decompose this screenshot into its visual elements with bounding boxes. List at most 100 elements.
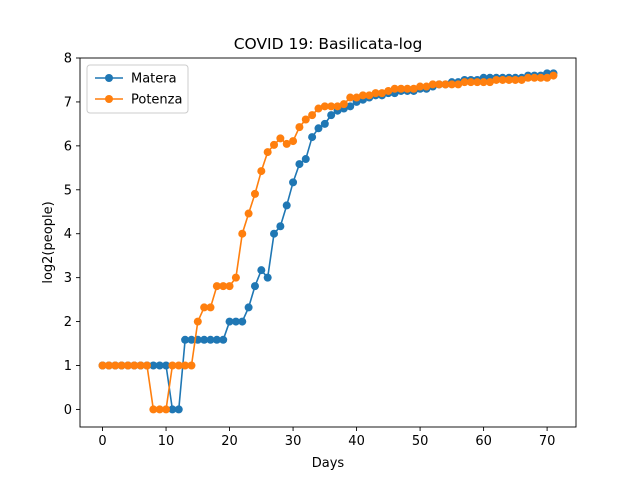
data-point-potenza xyxy=(505,75,513,84)
data-point-potenza xyxy=(346,93,355,102)
y-axis-label: log2(people) xyxy=(41,201,56,283)
x-axis-label: Days xyxy=(312,456,345,471)
data-point-potenza xyxy=(257,167,266,176)
data-point-potenza xyxy=(447,80,456,89)
data-point-potenza xyxy=(327,102,336,111)
data-point-matera xyxy=(327,111,336,120)
data-point-potenza xyxy=(98,361,107,370)
x-tick-label: 30 xyxy=(285,434,302,449)
data-point-potenza xyxy=(466,78,475,87)
y-tick-label: 4 xyxy=(64,227,72,242)
data-point-potenza xyxy=(149,405,158,414)
x-tick-label: 50 xyxy=(412,434,429,449)
y-tick-label: 3 xyxy=(64,271,72,286)
data-point-matera xyxy=(168,405,177,414)
data-point-potenza xyxy=(339,100,348,109)
data-point-matera xyxy=(206,335,215,344)
data-point-potenza xyxy=(543,73,552,82)
data-point-potenza xyxy=(282,139,291,148)
data-point-potenza xyxy=(403,84,412,93)
data-point-potenza xyxy=(320,102,329,111)
y-tick-label: 1 xyxy=(64,359,72,374)
data-point-potenza xyxy=(225,282,234,291)
legend: Matera Potenza xyxy=(86,64,189,114)
data-point-potenza xyxy=(219,282,228,291)
x-tick-label: 10 xyxy=(158,434,175,449)
data-point-matera xyxy=(257,266,266,275)
data-point-matera xyxy=(301,155,310,164)
data-point-potenza xyxy=(397,84,406,93)
data-point-potenza xyxy=(460,78,469,87)
data-point-matera xyxy=(155,361,164,370)
data-point-matera xyxy=(282,201,291,210)
data-point-potenza xyxy=(301,115,310,124)
data-point-potenza xyxy=(289,137,298,146)
data-point-matera xyxy=(149,361,158,370)
data-point-potenza xyxy=(143,361,151,370)
y-tick-label: 0 xyxy=(64,403,72,418)
plot-frame xyxy=(79,57,577,428)
y-tick-label: 6 xyxy=(64,139,72,154)
data-point-potenza xyxy=(276,134,285,143)
x-axis: 0 10 20 30 40 50 60 70 xyxy=(98,427,555,449)
data-point-potenza xyxy=(473,78,482,87)
data-point-potenza xyxy=(479,78,488,87)
data-point-matera xyxy=(162,361,171,370)
legend-label-potenza: Potenza xyxy=(131,93,182,108)
data-point-potenza xyxy=(270,140,279,149)
data-point-potenza xyxy=(250,189,259,198)
data-point-matera xyxy=(187,335,196,344)
data-point-potenza xyxy=(377,89,386,98)
data-point-potenza xyxy=(435,80,444,89)
data-point-potenza xyxy=(200,303,209,312)
data-point-potenza xyxy=(162,405,171,414)
data-point-matera xyxy=(346,102,355,111)
data-point-potenza xyxy=(517,75,526,84)
data-point-potenza xyxy=(352,93,361,102)
y-tick-label: 2 xyxy=(64,315,72,330)
data-point-potenza xyxy=(238,229,247,238)
data-point-matera xyxy=(219,335,228,344)
y-tick-label: 5 xyxy=(64,183,72,198)
data-point-matera xyxy=(238,317,247,326)
data-point-matera xyxy=(276,222,285,231)
data-point-matera xyxy=(295,160,304,169)
data-point-potenza xyxy=(441,80,450,89)
data-point-matera xyxy=(181,335,190,344)
data-point-matera xyxy=(174,405,183,414)
data-point-potenza xyxy=(428,80,437,89)
data-point-matera xyxy=(308,133,317,142)
y-axis: 0 1 2 3 4 5 6 7 8 xyxy=(64,52,80,418)
data-point-matera xyxy=(250,282,259,291)
data-point-potenza xyxy=(314,104,323,113)
data-point-potenza xyxy=(384,86,393,95)
data-point-potenza xyxy=(524,73,533,82)
data-point-matera xyxy=(225,317,234,326)
chart-title: COVID 19: Basilicata-log xyxy=(234,35,423,53)
x-tick-label: 70 xyxy=(539,434,556,449)
data-point-matera xyxy=(231,317,240,326)
x-tick-label: 40 xyxy=(348,434,365,449)
data-point-potenza xyxy=(187,361,196,370)
data-point-potenza xyxy=(130,361,139,370)
data-point-potenza xyxy=(536,73,545,82)
data-point-potenza xyxy=(333,102,342,111)
data-point-potenza xyxy=(212,282,221,291)
data-point-potenza xyxy=(549,71,558,80)
data-point-potenza xyxy=(111,361,120,370)
legend-marker-matera xyxy=(105,74,113,82)
data-point-potenza xyxy=(511,75,520,84)
x-tick-label: 0 xyxy=(98,434,106,449)
data-point-potenza xyxy=(498,75,507,84)
data-point-matera xyxy=(320,119,329,128)
data-point-potenza xyxy=(358,91,367,100)
data-point-potenza xyxy=(295,123,304,132)
data-point-matera xyxy=(244,303,253,312)
data-point-matera xyxy=(270,229,279,238)
x-tick-label: 20 xyxy=(221,434,238,449)
data-point-potenza xyxy=(416,82,425,91)
data-point-potenza xyxy=(123,361,132,370)
data-point-potenza xyxy=(371,89,380,98)
x-tick-label: 60 xyxy=(475,434,492,449)
data-point-potenza xyxy=(231,273,240,282)
